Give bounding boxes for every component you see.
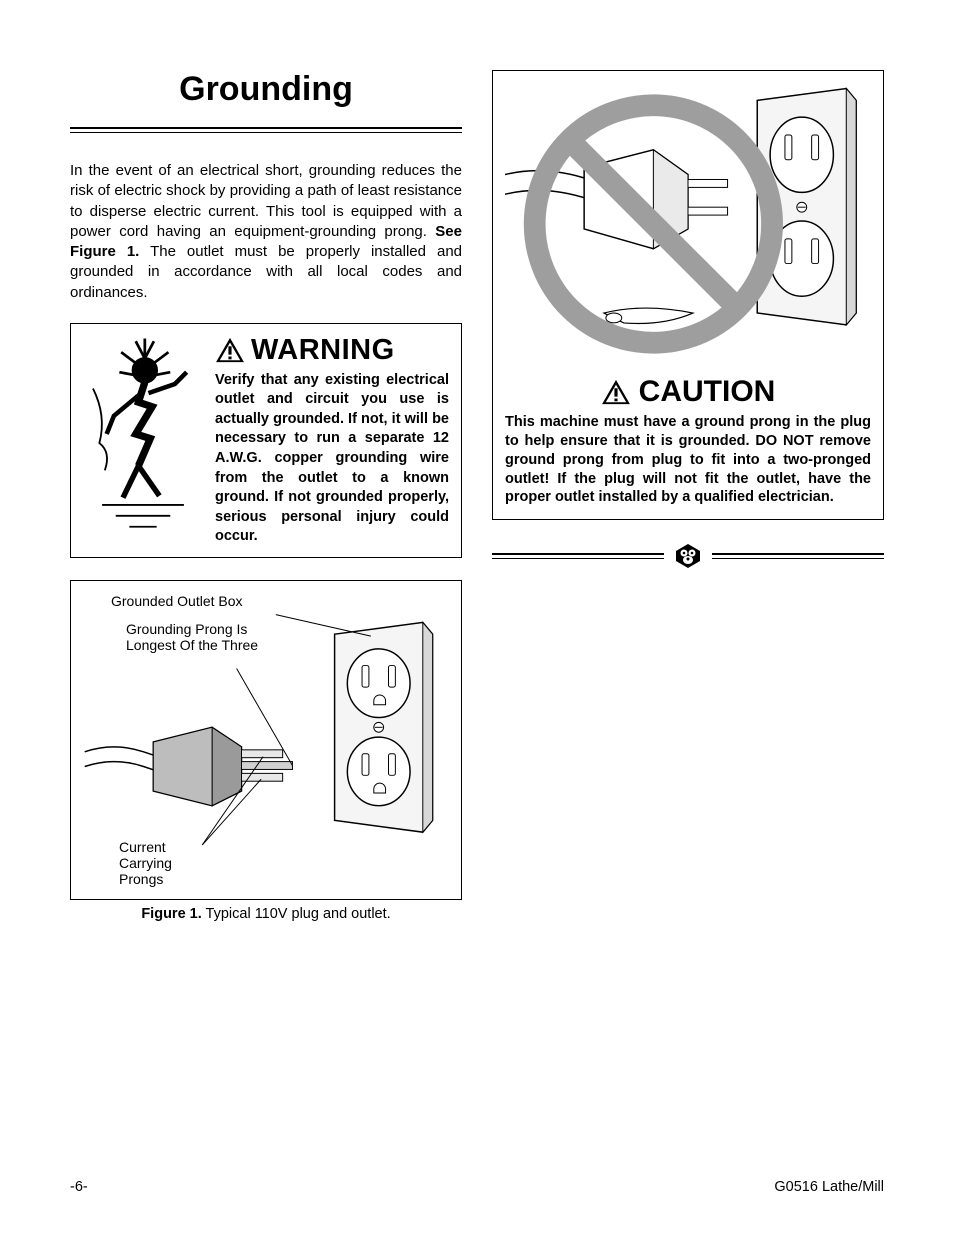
page-footer: -6- G0516 Lathe/Mill (70, 1179, 884, 1195)
label-outlet-box: Grounded Outlet Box (111, 593, 243, 609)
page-title: Grounding (70, 70, 462, 109)
warning-triangle-icon (215, 337, 245, 363)
caution-word: CAUTION (639, 375, 776, 409)
label-grounding-prong: Grounding Prong Is Longest Of the Three (126, 621, 276, 653)
figure-1-caption: Figure 1. Typical 110V plug and outlet. (70, 906, 462, 922)
doc-id: G0516 Lathe/Mill (774, 1179, 884, 1195)
figure-1-box: Grounded Outlet Box Grounding Prong Is L… (70, 580, 462, 900)
intro-pre: In the event of an electrical short, gro… (70, 162, 462, 240)
warning-word: WARNING (251, 334, 395, 367)
figure-1-caption-rest: Typical 110V plug and outlet. (202, 906, 391, 922)
figure-1-caption-bold: Figure 1. (141, 906, 201, 922)
caution-triangle-icon (601, 379, 631, 405)
warning-box: WARNING Verify that any existing electri… (70, 323, 462, 558)
warning-header: WARNING (215, 334, 449, 367)
label-current-prongs: Current Carrying Prongs (119, 839, 199, 887)
section-divider (492, 542, 884, 570)
title-rule-thick (70, 127, 462, 129)
intro-paragraph: In the event of an electrical short, gro… (70, 161, 462, 303)
caution-header: CAUTION (505, 375, 871, 409)
warning-body-text: Verify that any existing electrical outl… (215, 371, 449, 547)
title-rule-thin (70, 132, 462, 133)
shock-hazard-illustration (83, 334, 203, 547)
page-number: -6- (70, 1179, 88, 1195)
prohibit-illustration (505, 79, 871, 369)
caution-body-text: This machine must have a ground prong in… (505, 413, 871, 507)
caution-box: CAUTION This machine must have a ground … (492, 70, 884, 520)
bear-emblem-icon (674, 542, 702, 570)
